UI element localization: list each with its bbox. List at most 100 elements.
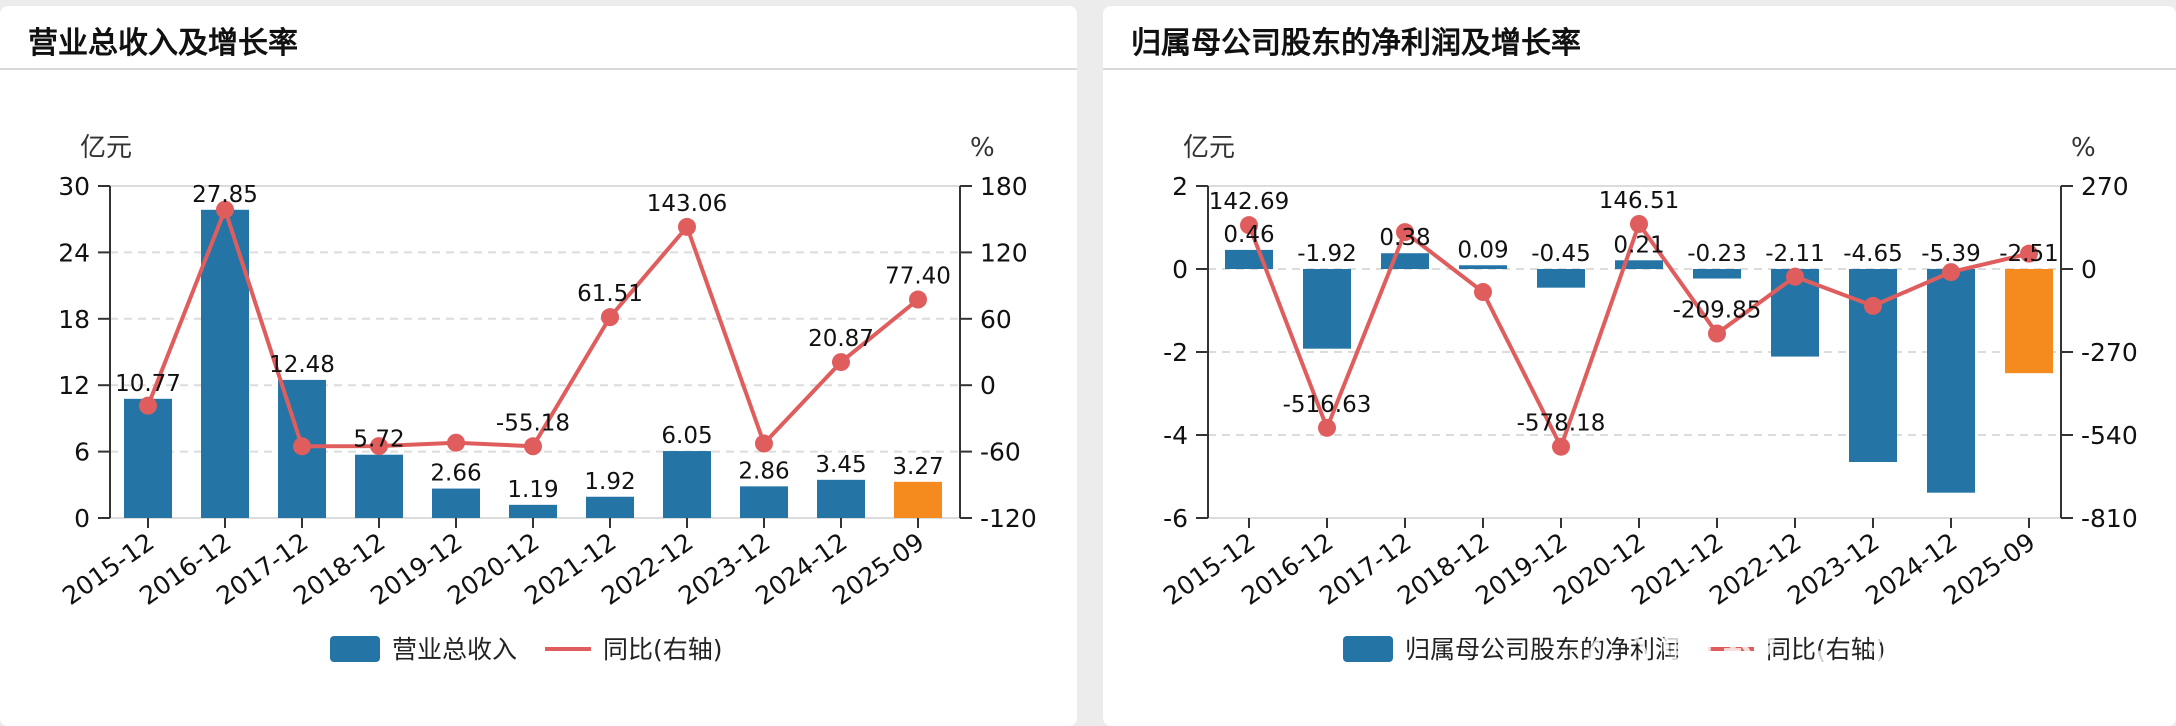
bar [509,504,557,518]
bar-value-label: -0.45 [1531,241,1591,267]
yoy-value-label: 20.87 [808,326,874,352]
y2-tick-label: -810 [2081,504,2138,533]
y-tick-label: 6 [74,438,90,467]
y-axis-label: 亿元 [1183,133,1235,163]
y2-axis-label: % [970,133,995,163]
yoy-value-label: 146.51 [1599,188,1679,214]
bar-value-label: 3.45 [815,452,866,478]
bar-value-label: 2.86 [738,458,789,484]
bar [740,486,788,518]
bar [124,398,172,518]
y2-tick-label: 180 [980,172,1028,201]
yoy-point [1396,223,1414,242]
yoy-value-label: 142.69 [1209,189,1289,215]
yoy-point [2020,244,2038,263]
yoy-point [447,433,465,452]
net-profit-chart-panel: 归属母公司股东的净利润及增长率 亿元% 2 270 0 0 -2 -270 -4 -540 -6 -… [1103,6,2176,726]
yoy-point [1552,437,1570,456]
yoy-point [524,437,542,456]
snowball-logo-icon [1588,630,1648,691]
y2-axis-label: % [2071,133,2096,163]
bar-value-label: 0.46 [1223,222,1274,248]
y2-tick-label: 120 [980,238,1028,267]
y-tick-label: -4 [1163,421,1188,450]
yoy-point [1942,263,1960,282]
watermark-text: 雪球 · 证券日报 [1660,625,2115,688]
yoy-point [1474,283,1492,302]
y2-tick-label: -540 [2081,421,2138,450]
yoy-value-label: -209.85 [1673,298,1762,324]
y-axis-label: 亿元 [80,133,132,163]
bar [1927,269,1975,493]
bar-value-label: 0.09 [1457,237,1508,263]
yoy-point [216,200,234,219]
revenue-chart-panel: 营业总收入及增长率 亿元% 30 180 24 120 18 60 12 0 6 -60 0 -120 1… [0,6,1077,726]
yoy-point [601,308,619,327]
bar [2005,269,2053,374]
yoy-point [755,434,773,453]
legend-bar-swatch [1343,636,1393,662]
yoy-point [1240,216,1258,235]
legend-bar-swatch [330,636,380,662]
yoy-point [1864,296,1882,315]
yoy-point [1708,324,1726,343]
y2-tick-label: -60 [980,438,1021,467]
bar-value-label: 2.66 [430,461,481,487]
y2-tick-label: -270 [2081,338,2138,367]
bar-value-label: 1.92 [584,469,635,495]
bar-value-label: 1.19 [507,477,558,503]
yoy-point [678,217,696,236]
y-tick-label: 0 [1172,255,1188,284]
bar [355,454,403,518]
bar [817,479,865,518]
y-tick-label: 18 [58,305,90,334]
legend-bar-label: 营业总收入 [392,635,517,664]
bar [1615,260,1663,269]
y-tick-label: 24 [58,238,90,267]
yoy-value-label: -55.18 [496,410,570,436]
bar-value-label: 3.27 [892,454,943,480]
y-tick-label: -6 [1163,504,1188,533]
bar-value-label: -5.39 [1921,241,1981,267]
net-profit-chart: 亿元 % 2 270 0 0 -2 -270 -4 -540 -6 -810 0.46 -1.92 0.38… [1158,133,2138,664]
y-tick-label: 2 [1172,172,1188,201]
yoy-value-label: 77.40 [885,264,951,290]
legend-line-label: 同比(右轴) [1766,635,1886,664]
bar [586,496,634,518]
yoy-point [1630,214,1648,233]
yoy-point [293,437,311,456]
chart-title: 营业总收入及增长率 [28,26,298,61]
y2-tick-label: 60 [980,305,1012,334]
bar [1303,269,1351,349]
bar [663,451,711,518]
bar-value-label: -0.23 [1687,241,1747,267]
yoy-point [370,437,388,456]
yoy-value-label: -578.18 [1517,411,1606,437]
bar [894,481,942,518]
bar [1459,265,1507,269]
y2-tick-label: 0 [980,371,996,400]
y2-tick-label: -120 [980,504,1037,533]
y-tick-label: 12 [58,371,90,400]
bar-value-label: 6.05 [661,423,712,449]
bar-value-label: -2.51 [1999,241,2059,267]
bar-value-label: 5.72 [353,427,404,453]
yoy-point [139,396,157,415]
bar-value-label: -1.92 [1297,241,1357,267]
bar-value-label: 0.38 [1379,225,1430,251]
y2-tick-label: 0 [2081,255,2097,284]
bar-value-label: -2.11 [1765,241,1825,267]
title-divider [0,68,1077,70]
yoy-value-label: 143.06 [647,191,727,217]
yoy-value-label: -516.63 [1283,392,1372,418]
yoy-point [1786,267,1804,286]
bar-value-label: 10.77 [115,371,181,397]
y-tick-label: 30 [58,172,90,201]
title-divider [1103,68,2176,70]
bar [1381,253,1429,269]
bar-value-label: -4.65 [1843,241,1903,267]
y-tick-label: 0 [74,504,90,533]
chart-title: 归属母公司股东的净利润及增长率 [1131,26,1581,61]
bar-value-label: 27.85 [192,182,258,208]
y-tick-label: -2 [1163,338,1188,367]
